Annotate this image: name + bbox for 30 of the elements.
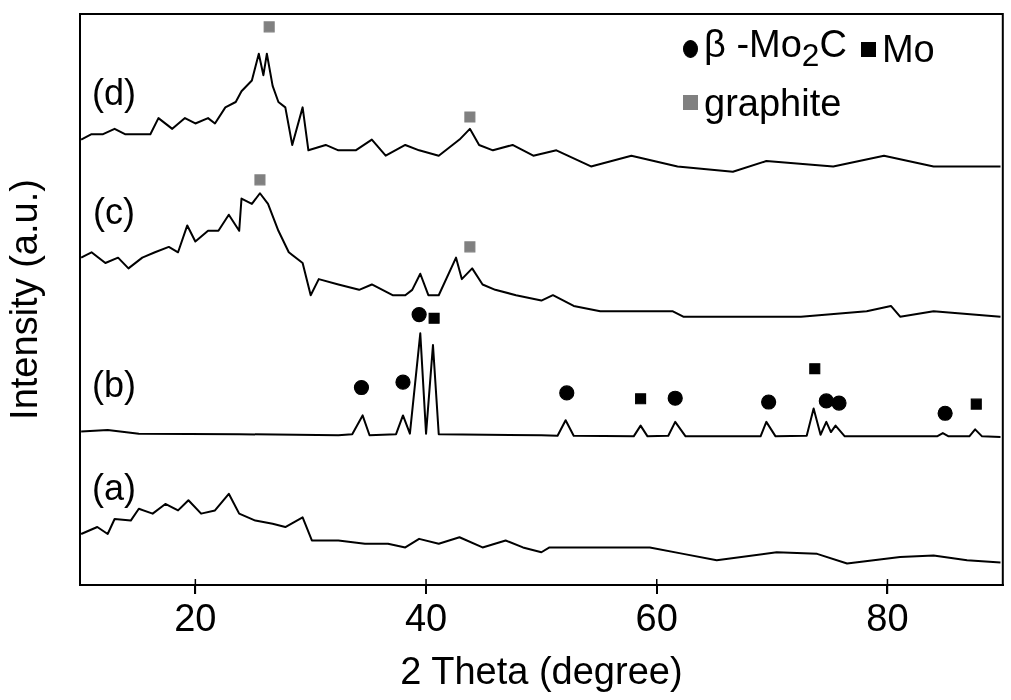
point <box>428 312 440 324</box>
point <box>464 111 476 123</box>
point <box>559 385 575 401</box>
legend-label: Mo <box>881 27 935 73</box>
point <box>395 374 411 390</box>
x-tick-label: 60 <box>635 597 678 640</box>
x-axis-title: 2 Theta (degree) <box>400 649 683 692</box>
point <box>667 390 683 406</box>
annotation: (c) <box>93 190 135 232</box>
annotation: (a) <box>92 466 136 508</box>
point <box>254 174 266 186</box>
point <box>464 241 476 253</box>
x-tick-label: 80 <box>866 597 909 640</box>
point <box>831 395 847 411</box>
point <box>937 405 953 421</box>
y-axis-title: Intensity (a.u.) <box>3 179 46 420</box>
point <box>635 393 647 405</box>
point <box>970 398 982 410</box>
x-tick-label: 40 <box>404 597 448 640</box>
x-tick-label: 20 <box>174 597 217 640</box>
point <box>353 379 370 396</box>
point <box>263 21 275 33</box>
annotation: (d) <box>92 72 136 114</box>
legend-label: graphite <box>704 80 842 126</box>
point <box>761 394 777 410</box>
point <box>411 306 427 323</box>
point <box>809 363 821 375</box>
legend-label: β -Mo$_{2}$C <box>704 22 847 75</box>
point <box>818 393 834 409</box>
annotation: (b) <box>92 364 136 406</box>
